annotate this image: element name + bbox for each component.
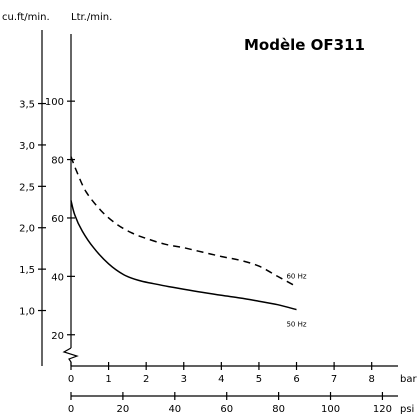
psi-axis-label: psi	[400, 404, 414, 415]
ltr-tick-label: 40	[51, 272, 64, 283]
series-line-60-hz	[70, 156, 297, 288]
psi-tick-label: 20	[117, 404, 130, 415]
axes-layer	[41, 30, 398, 397]
psi-tick-label: 0	[68, 404, 74, 415]
psi-tick-label: 40	[168, 404, 181, 415]
ltr-tick-label: 100	[45, 97, 64, 108]
label-layer: Modèle OF311 cu.ft/min. Ltr./min. bar ps…	[2, 12, 417, 415]
ltr-tick-label: 80	[51, 156, 64, 167]
ltr-tick-label: 60	[51, 214, 64, 225]
cuft-axis-label: cu.ft/min.	[2, 12, 50, 23]
ltr-axis-label: Ltr./min.	[71, 12, 112, 23]
psi-tick-label: 120	[373, 404, 392, 415]
cuft-tick-label: 1,5	[19, 265, 35, 276]
series-label: 60 Hz	[286, 273, 306, 281]
series-line-50-hz	[70, 200, 297, 311]
bar-tick-label: 8	[369, 374, 375, 385]
cuft-tick-label: 3,0	[19, 141, 35, 152]
bar-tick-label: 3	[181, 374, 187, 385]
bar-tick-label: 0	[68, 374, 74, 385]
ltr-tick-label: 20	[51, 331, 64, 342]
psi-tick-label: 100	[321, 404, 340, 415]
chart-title: Modèle OF311	[244, 36, 365, 54]
bar-tick-label: 1	[105, 374, 111, 385]
series-label: 50 Hz	[286, 321, 306, 329]
cuft-tick-label: 3,5	[19, 100, 35, 111]
psi-tick-label: 60	[220, 404, 233, 415]
bar-tick-label: 7	[331, 374, 337, 385]
bar-tick-label: 2	[143, 374, 149, 385]
bar-tick-label: 5	[256, 374, 262, 385]
bar-axis-label: bar	[400, 374, 417, 385]
cuft-tick-label: 1,0	[19, 307, 35, 318]
series-layer	[70, 156, 297, 311]
cuft-tick-label: 2,5	[19, 182, 35, 193]
psi-tick-label: 80	[272, 404, 285, 415]
cuft-tick-label: 2,0	[19, 224, 35, 235]
bar-tick-label: 6	[293, 374, 299, 385]
bar-tick-label: 4	[218, 374, 224, 385]
